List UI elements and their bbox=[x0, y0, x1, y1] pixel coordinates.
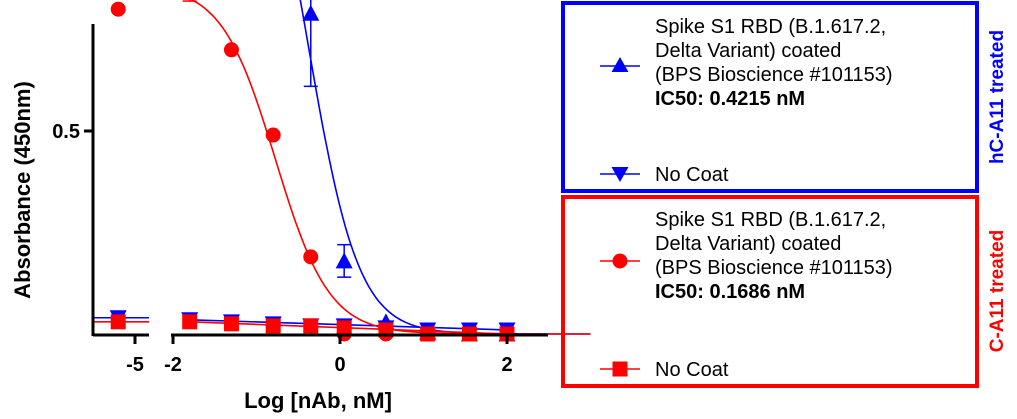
legend-blue-box bbox=[561, 1, 979, 193]
data-point-circle bbox=[223, 42, 239, 58]
legend-blue-nocoat: No Coat bbox=[655, 164, 729, 186]
data-point-square bbox=[303, 318, 319, 334]
legend-red-nocoat: No Coat bbox=[655, 359, 729, 381]
data-point-square bbox=[110, 314, 126, 330]
legend-blue-coated-line-3: (BPS Bioscience #101153) bbox=[655, 64, 893, 86]
data-point-square bbox=[336, 320, 352, 336]
legend-red-square-icon bbox=[612, 361, 628, 377]
legend-red-box bbox=[561, 195, 979, 388]
legend-blue-group: Spike S1 RBD (B.1.617.2, Delta Variant) … bbox=[561, 1, 979, 193]
legend-red-circle-icon bbox=[612, 253, 628, 269]
legend-blue-triangle-down-icon bbox=[611, 167, 629, 182]
x-tick-label: 0 bbox=[334, 354, 345, 376]
data-point-square bbox=[182, 314, 198, 330]
data-point-circle bbox=[110, 1, 126, 17]
x-tick-label: -2 bbox=[164, 354, 182, 376]
legend-blue-coated-line-1: Spike S1 RBD (B.1.617.2, bbox=[655, 16, 886, 38]
y-axis-label: Absorbance (450nm) bbox=[10, 81, 35, 299]
series-0 bbox=[299, 0, 591, 342]
data-point-square bbox=[265, 318, 281, 334]
legend-red-coated-line-3: (BPS Bioscience #101153) bbox=[655, 257, 893, 279]
plot-area bbox=[93, 0, 591, 342]
x-tick-label: 2 bbox=[501, 354, 512, 376]
x-tick-label: -5 bbox=[126, 354, 144, 376]
data-point-square bbox=[223, 316, 239, 332]
legend-blue-ic50: IC50: 0.4215 nM bbox=[655, 88, 805, 110]
legend-blue-triangle-up-icon bbox=[611, 57, 629, 72]
series-2 bbox=[110, 0, 591, 342]
y-tick-label: 0.5 bbox=[52, 121, 80, 143]
axes: 0.51.01.5-5-202 bbox=[52, 24, 548, 376]
data-point-triangle-up bbox=[302, 4, 320, 21]
legend-red-coated-line-2: Delta Variant) coated bbox=[655, 233, 841, 255]
legend-red-coated-line-1: Spike S1 RBD (B.1.617.2, bbox=[655, 209, 886, 231]
data-point-circle bbox=[303, 249, 319, 265]
legend-red-ic50: IC50: 0.1686 nM bbox=[655, 281, 805, 303]
x-axis-label: Log [nAb, nM] bbox=[244, 388, 392, 413]
data-point-triangle-up bbox=[335, 252, 353, 269]
data-point-circle bbox=[265, 127, 281, 143]
legend-red-group: Spike S1 RBD (B.1.617.2, Delta Variant) … bbox=[561, 195, 979, 388]
legend-blue-coated-line-2: Delta Variant) coated bbox=[655, 40, 841, 62]
legend-red-group-label: C-A11 treated bbox=[987, 230, 1008, 353]
legend-blue-group-label: hC-A11 treated bbox=[987, 30, 1008, 164]
